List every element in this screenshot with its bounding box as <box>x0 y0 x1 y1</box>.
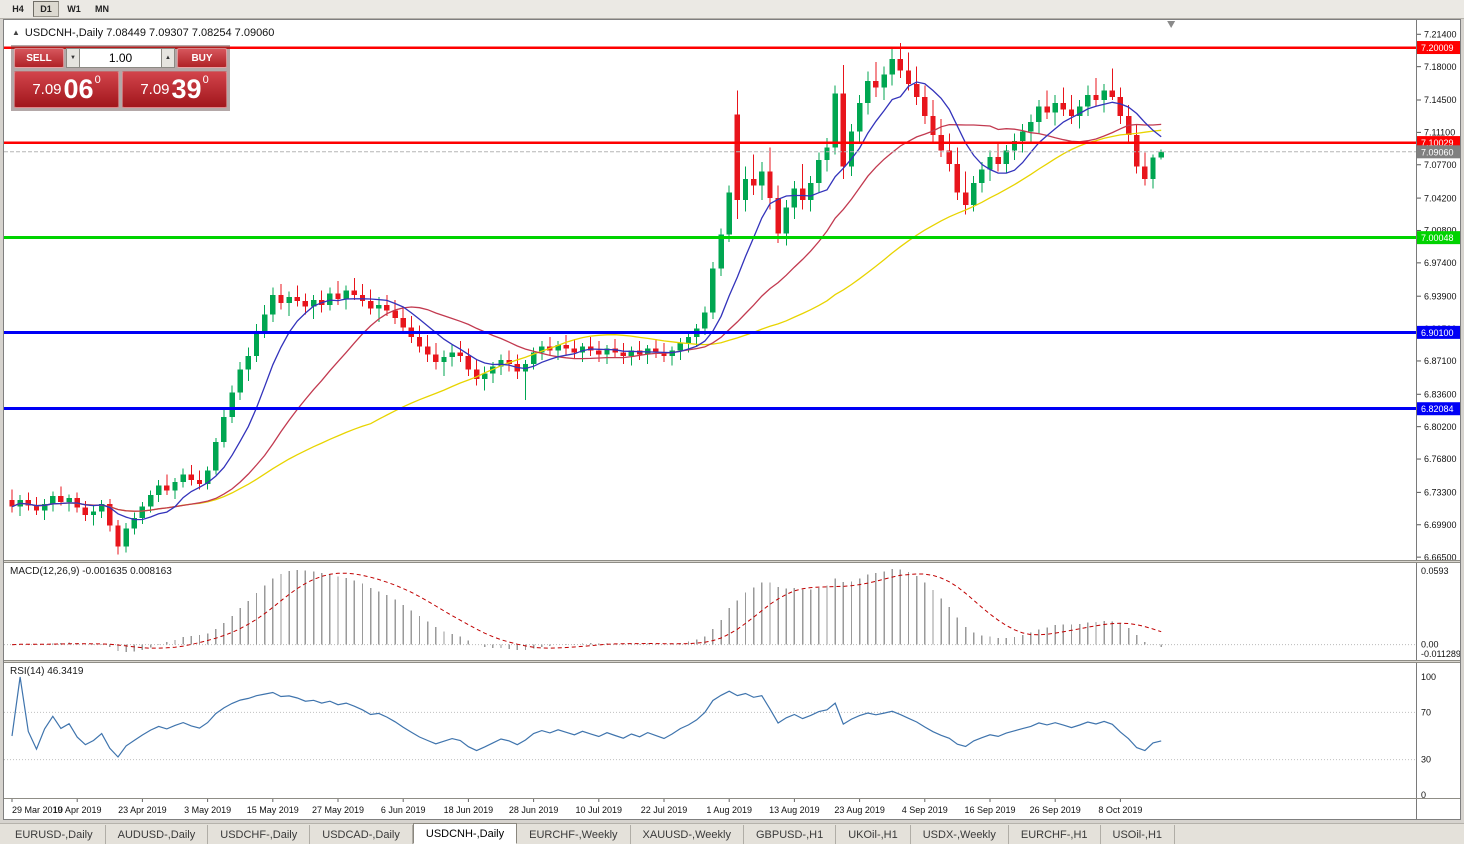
buy-price-display[interactable]: 7.09 39 0 <box>122 71 227 108</box>
timeframe-button-h4[interactable]: H4 <box>5 1 31 17</box>
svg-text:15 May 2019: 15 May 2019 <box>247 805 299 815</box>
pane-splitter[interactable] <box>4 560 1460 563</box>
pane-splitter[interactable] <box>4 660 1460 663</box>
svg-text:70: 70 <box>1421 707 1431 717</box>
timeframe-button-d1[interactable]: D1 <box>33 1 59 17</box>
chart-tab-usdx-weekly[interactable]: USDX-,Weekly <box>911 825 1009 844</box>
price-chart-canvas[interactable]: 7.21400 7.18000 7.14500 7.11100 7.07700 7.042… <box>4 20 1460 560</box>
svg-text:7.00048: 7.00048 <box>1421 233 1454 243</box>
chart-tab-xauusd-weekly[interactable]: XAUUSD-,Weekly <box>631 825 744 844</box>
svg-text:6.66500: 6.66500 <box>1424 552 1457 560</box>
timeframe-toolbar: H4 D1 W1 MN <box>0 0 1464 19</box>
buy-price-pips: 39 <box>171 74 202 104</box>
chart-tab-usoil-h1[interactable]: USOil-,H1 <box>1101 825 1176 844</box>
chart-tab-bar: EURUSD-,Daily AUDUSD-,Daily USDCHF-,Daily U… <box>0 823 1464 844</box>
svg-text:6.90100: 6.90100 <box>1421 328 1454 338</box>
price-chart-pane[interactable]: 7.21400 7.18000 7.14500 7.11100 7.07700 7.042… <box>4 20 1460 560</box>
rsi-indicator-pane[interactable]: RSI(14) 46.3419 100 70 30 0 <box>4 663 1460 798</box>
svg-text:0: 0 <box>1421 790 1426 798</box>
svg-text:22 Jul 2019: 22 Jul 2019 <box>641 805 688 815</box>
chart-tab-usdcad-daily[interactable]: USDCAD-,Daily <box>310 825 413 844</box>
svg-text:7.09060: 7.09060 <box>1421 147 1454 157</box>
svg-text:7.00800: 7.00800 <box>1424 226 1457 236</box>
macd-canvas[interactable]: 0.0593 0.00-0.011289 <box>4 563 1460 660</box>
chart-window: ▲ USDCNH-,Daily 7.08449 7.09307 7.08254 … <box>3 19 1461 820</box>
svg-text:6.76800: 6.76800 <box>1424 454 1457 464</box>
chart-tab-audusd-daily[interactable]: AUDUSD-,Daily <box>106 825 209 844</box>
ohlc-info-text: USDCNH-,Daily 7.08449 7.09307 7.08254 7.… <box>24 27 275 39</box>
svg-text:18 Jun 2019: 18 Jun 2019 <box>444 805 494 815</box>
volume-decrease-icon[interactable]: ▼ <box>66 48 80 68</box>
svg-text:-0.011289: -0.011289 <box>1421 649 1460 659</box>
svg-text:6.82084: 6.82084 <box>1421 404 1454 414</box>
chart-tab-gbpusd-h1[interactable]: GBPUSD-,H1 <box>744 825 837 844</box>
svg-text:29 Mar 2019: 29 Mar 2019 <box>12 805 63 815</box>
svg-text:27 May 2019: 27 May 2019 <box>312 805 364 815</box>
chart-tab-ukoil-h1[interactable]: UKOil-,H1 <box>836 825 911 844</box>
svg-text:0.0593: 0.0593 <box>1421 566 1449 576</box>
svg-text:4 Sep 2019: 4 Sep 2019 <box>902 805 948 815</box>
one-click-collapse-icon[interactable]: ▲ <box>12 28 20 37</box>
svg-text:3 May 2019: 3 May 2019 <box>184 805 231 815</box>
sell-price-pips: 06 <box>63 74 94 104</box>
svg-text:7.20009: 7.20009 <box>1421 43 1454 53</box>
svg-text:0.00: 0.00 <box>1421 640 1439 650</box>
sell-price-main: 7.09 <box>32 81 62 98</box>
svg-text:6.69900: 6.69900 <box>1424 520 1457 530</box>
chart-tab-eurchf-h1[interactable]: EURCHF-,H1 <box>1009 825 1101 844</box>
svg-text:7.04200: 7.04200 <box>1424 193 1457 203</box>
svg-text:6.87100: 6.87100 <box>1424 356 1457 366</box>
svg-text:28 Jun 2019: 28 Jun 2019 <box>509 805 559 815</box>
svg-text:7.07700: 7.07700 <box>1424 160 1457 170</box>
svg-text:6 Jun 2019: 6 Jun 2019 <box>381 805 426 815</box>
svg-text:7.18000: 7.18000 <box>1424 62 1457 72</box>
svg-text:6.73300: 6.73300 <box>1424 488 1457 498</box>
volume-field: ▼ ▲ <box>66 48 175 68</box>
svg-text:7.14500: 7.14500 <box>1424 95 1457 105</box>
sell-price-point: 0 <box>94 74 101 86</box>
timeframe-button-mn[interactable]: MN <box>89 1 115 17</box>
svg-text:10 Jul 2019: 10 Jul 2019 <box>576 805 623 815</box>
svg-text:6.93900: 6.93900 <box>1424 291 1457 301</box>
svg-text:26 Sep 2019: 26 Sep 2019 <box>1030 805 1081 815</box>
chart-tab-eurchf-weekly[interactable]: EURCHF-,Weekly <box>517 825 631 844</box>
buy-price-main: 7.09 <box>140 81 170 98</box>
buy-price-point: 0 <box>202 74 209 86</box>
svg-text:23 Aug 2019: 23 Aug 2019 <box>834 805 885 815</box>
macd-indicator-pane[interactable]: MACD(12,26,9) -0.001635 0.008163 0.0593 0… <box>4 563 1460 660</box>
svg-text:30: 30 <box>1421 755 1431 765</box>
date-axis[interactable]: 29 Mar 2019 10 Apr 2019 23 Apr 2019 3 May 2… <box>4 798 1460 819</box>
svg-text:13 Aug 2019: 13 Aug 2019 <box>769 805 820 815</box>
chart-tab-eurusd-daily[interactable]: EURUSD-,Daily <box>3 825 106 844</box>
volume-input[interactable] <box>80 48 161 68</box>
svg-text:1 Aug 2019: 1 Aug 2019 <box>706 805 752 815</box>
timeframe-button-w1[interactable]: W1 <box>61 1 87 17</box>
svg-text:10 Apr 2019: 10 Apr 2019 <box>53 805 102 815</box>
svg-text:7.11100: 7.11100 <box>1424 128 1455 138</box>
volume-increase-icon[interactable]: ▲ <box>161 48 175 68</box>
svg-text:6.97400: 6.97400 <box>1424 258 1457 268</box>
svg-text:8 Oct 2019: 8 Oct 2019 <box>1098 805 1142 815</box>
chart-info-line: ▲ USDCNH-,Daily 7.08449 7.09307 7.08254 … <box>12 27 274 39</box>
svg-text:7.21400: 7.21400 <box>1424 29 1457 39</box>
sell-price-display[interactable]: 7.09 06 0 <box>14 71 119 108</box>
buy-button[interactable]: BUY <box>177 48 227 68</box>
svg-text:6.83600: 6.83600 <box>1424 389 1457 399</box>
sell-button[interactable]: SELL <box>14 48 64 68</box>
chart-shift-marker-icon <box>1167 21 1176 28</box>
rsi-canvas[interactable]: 100 70 30 0 <box>4 663 1460 798</box>
svg-text:16 Sep 2019: 16 Sep 2019 <box>964 805 1015 815</box>
svg-text:7.10029: 7.10029 <box>1421 138 1454 148</box>
chart-tab-usdcnh-daily[interactable]: USDCNH-,Daily <box>412 823 518 844</box>
svg-text:23 Apr 2019: 23 Apr 2019 <box>118 805 167 815</box>
chart-tab-usdchf-daily[interactable]: USDCHF-,Daily <box>208 825 311 844</box>
svg-text:6.80200: 6.80200 <box>1424 422 1457 432</box>
svg-text:100: 100 <box>1421 672 1436 682</box>
